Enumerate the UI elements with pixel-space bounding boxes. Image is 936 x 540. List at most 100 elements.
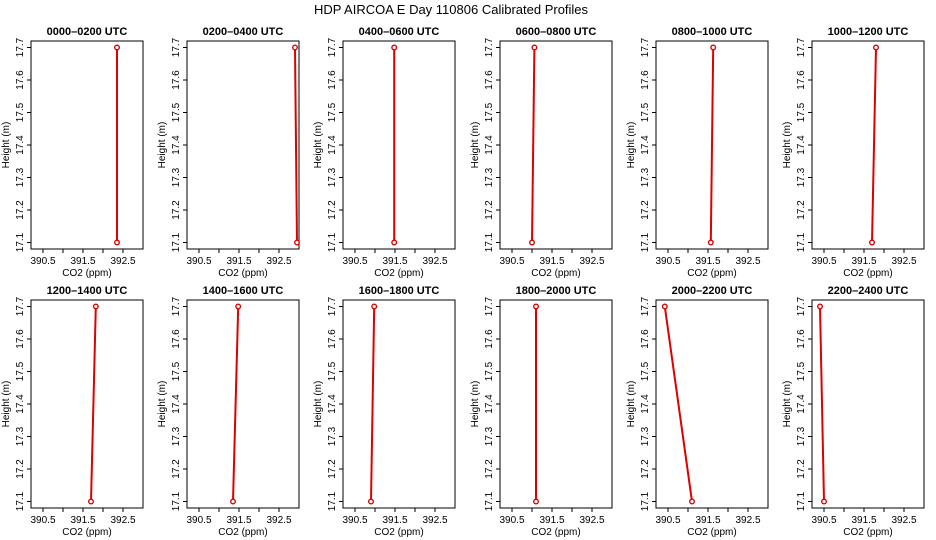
y-tick-label: 17.3 bbox=[640, 167, 651, 187]
plot-frame bbox=[499, 299, 613, 509]
y-tick-label: 17.4 bbox=[484, 394, 495, 414]
y-axis: 17.1 17.2 17.3 17.4 17.5 17.6 17.7 Height (m) bbox=[782, 37, 812, 252]
x-axis-label: CO2 (ppm) bbox=[62, 268, 111, 279]
plot-frame bbox=[186, 40, 300, 250]
y-tick-label: 17.2 bbox=[640, 459, 651, 479]
plot-frame bbox=[811, 299, 925, 509]
x-tick-label: 392.5 bbox=[891, 256, 916, 267]
panel-title: 0200–0400 UTC bbox=[203, 26, 284, 38]
y-tick-label: 17.4 bbox=[15, 135, 26, 155]
plot-frame bbox=[342, 299, 456, 509]
x-tick-label: 391.5 bbox=[695, 515, 720, 526]
y-tick-label: 17.1 bbox=[327, 491, 338, 511]
data-point bbox=[533, 303, 540, 310]
profile-line bbox=[663, 306, 693, 502]
data-point bbox=[821, 498, 828, 505]
y-tick-label: 17.5 bbox=[484, 361, 495, 381]
y-tick-label: 17.3 bbox=[484, 426, 495, 446]
y-tick-label: 17.6 bbox=[796, 329, 807, 349]
y-tick-label: 17.7 bbox=[640, 296, 651, 316]
data-point bbox=[113, 44, 120, 51]
y-tick-label: 17.7 bbox=[15, 296, 26, 316]
data-point bbox=[869, 239, 876, 246]
x-tick-label: 391.5 bbox=[382, 515, 407, 526]
y-tick-label: 17.3 bbox=[171, 426, 182, 446]
y-tick-label: 17.2 bbox=[484, 459, 495, 479]
profile-line bbox=[90, 306, 97, 502]
y-tick-label: 17.5 bbox=[327, 361, 338, 381]
y-tick-label: 17.3 bbox=[15, 426, 26, 446]
x-tick-label: 392.5 bbox=[110, 515, 135, 526]
data-point bbox=[873, 44, 880, 51]
data-point bbox=[661, 303, 668, 310]
y-tick-label: 17.2 bbox=[640, 200, 651, 220]
data-point bbox=[391, 44, 398, 51]
x-tick-label: 390.5 bbox=[186, 256, 211, 267]
data-point bbox=[92, 303, 99, 310]
y-tick-label: 17.1 bbox=[15, 491, 26, 511]
y-tick-label: 17.1 bbox=[484, 491, 495, 511]
y-tick-label: 17.6 bbox=[796, 70, 807, 90]
y-tick-label: 17.3 bbox=[327, 167, 338, 187]
data-point bbox=[113, 239, 120, 246]
y-axis-label: Height (m) bbox=[626, 122, 637, 169]
y-tick-label: 17.1 bbox=[796, 491, 807, 511]
profile-line bbox=[232, 306, 240, 502]
panel-title: 1000–1200 UTC bbox=[828, 26, 909, 38]
y-tick-label: 17.3 bbox=[15, 167, 26, 187]
y-tick-label: 17.7 bbox=[327, 37, 338, 57]
y-tick-label: 17.5 bbox=[484, 102, 495, 122]
y-tick-label: 17.3 bbox=[640, 426, 651, 446]
y-tick-label: 17.1 bbox=[796, 232, 807, 252]
plot-frame bbox=[30, 299, 144, 509]
y-tick-label: 17.6 bbox=[640, 70, 651, 90]
x-tick-label: 391.5 bbox=[539, 515, 564, 526]
plot-frame bbox=[342, 40, 456, 250]
y-tick-label: 17.3 bbox=[171, 167, 182, 187]
y-tick-label: 17.7 bbox=[796, 296, 807, 316]
data-point bbox=[229, 498, 236, 505]
panel-title: 0000–0200 UTC bbox=[47, 26, 128, 38]
y-axis: 17.1 17.2 17.3 17.4 17.5 17.6 17.7 Height (m) bbox=[313, 296, 343, 511]
data-point bbox=[710, 44, 717, 51]
x-axis-label: CO2 (ppm) bbox=[687, 268, 736, 279]
data-point bbox=[292, 44, 299, 51]
x-axis-label: CO2 (ppm) bbox=[374, 527, 423, 538]
y-tick-label: 17.2 bbox=[484, 200, 495, 220]
y-tick-label: 17.4 bbox=[15, 394, 26, 414]
x-tick-label: 390.5 bbox=[655, 515, 680, 526]
panel-title: 1400–1600 UTC bbox=[203, 285, 284, 297]
y-tick-label: 17.7 bbox=[484, 37, 495, 57]
y-tick-label: 17.5 bbox=[327, 102, 338, 122]
plot-frame bbox=[30, 40, 144, 250]
profile-line bbox=[531, 47, 536, 243]
panel-title: 1200–1400 UTC bbox=[47, 285, 128, 297]
y-axis: 17.1 17.2 17.3 17.4 17.5 17.6 17.7 Height (m) bbox=[470, 37, 500, 252]
x-tick-label: 390.5 bbox=[811, 515, 836, 526]
y-tick-label: 17.3 bbox=[796, 167, 807, 187]
y-tick-label: 17.2 bbox=[171, 459, 182, 479]
profile-line bbox=[871, 47, 877, 243]
y-tick-label: 17.7 bbox=[796, 37, 807, 57]
y-axis-label: Height (m) bbox=[157, 122, 168, 169]
x-tick-label: 392.5 bbox=[422, 256, 447, 267]
y-tick-label: 17.7 bbox=[640, 37, 651, 57]
y-tick-label: 17.4 bbox=[796, 135, 807, 155]
panel-title: 2000–2200 UTC bbox=[672, 285, 753, 297]
data-point bbox=[533, 498, 540, 505]
y-tick-label: 17.5 bbox=[640, 361, 651, 381]
x-tick-label: 391.5 bbox=[70, 515, 95, 526]
y-tick-label: 17.4 bbox=[171, 135, 182, 155]
x-tick-label: 392.5 bbox=[579, 515, 604, 526]
y-axis: 17.1 17.2 17.3 17.4 17.5 17.6 17.7 Height (m) bbox=[313, 37, 343, 252]
y-tick-label: 17.1 bbox=[171, 232, 182, 252]
